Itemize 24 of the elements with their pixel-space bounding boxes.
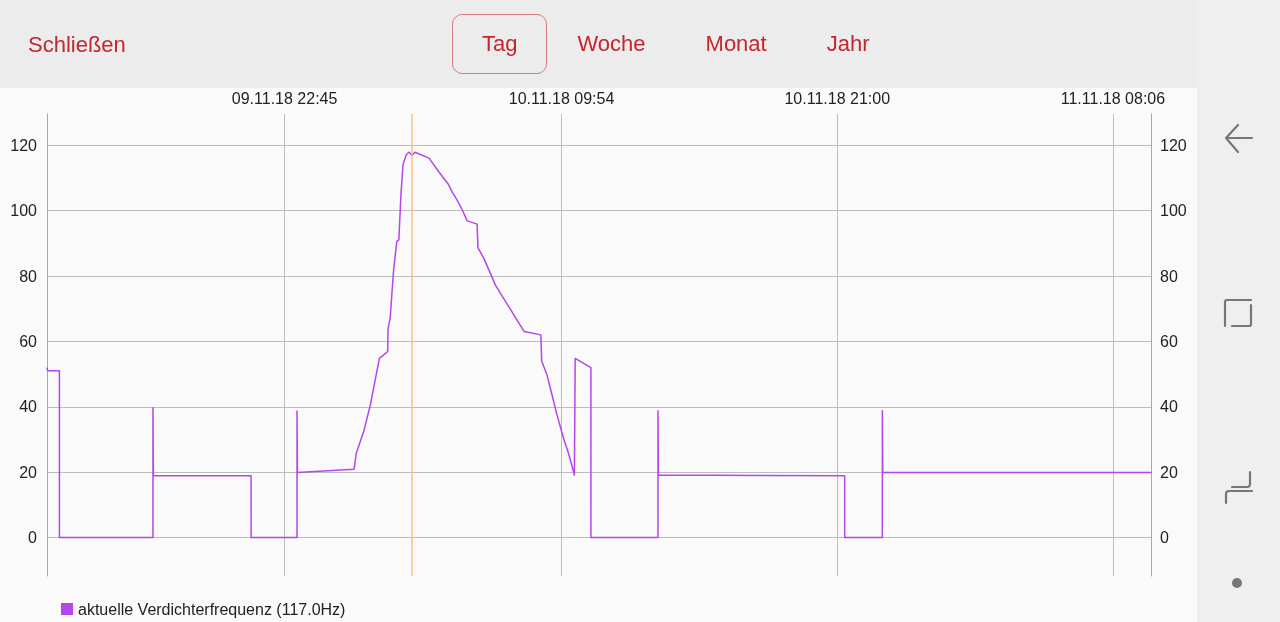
- y2-tick-label: 60: [1160, 332, 1178, 350]
- y-tick-label: 100: [10, 202, 38, 220]
- y2-tick-label: 100: [1160, 202, 1187, 220]
- text: Schließen: [28, 32, 126, 58]
- y-tick-label: 80: [19, 267, 38, 285]
- x-tick-label: 10.11.18 09:54: [508, 89, 615, 107]
- x-tick-label: 11.11.18 08:06: [1060, 89, 1166, 107]
- text: Woche: [576, 30, 647, 58]
- legend-label: aktuelle Verdichterfrequenz (117.0Hz): [78, 600, 346, 618]
- x-tick-label: 10.11.18 21:00: [784, 89, 891, 107]
- y-tick-label: 120: [10, 136, 38, 154]
- text: Monat: [704, 30, 768, 58]
- y2-tick-label: 80: [1160, 267, 1178, 285]
- y-tick-label: 0: [28, 528, 38, 546]
- y-tick-label: 20: [19, 463, 38, 481]
- y2-tick-label: 40: [1160, 398, 1178, 416]
- y2-tick-label: 120: [1160, 136, 1187, 154]
- y-tick-label: 60: [19, 332, 38, 350]
- x-tick-label: 09.11.18 22:45: [231, 89, 338, 107]
- y-tick-label: 40: [19, 398, 38, 416]
- text: Tag: [452, 14, 548, 74]
- text: Jahr: [825, 30, 871, 58]
- y2-tick-label: 20: [1160, 463, 1178, 481]
- y2-tick-label: 0: [1160, 528, 1169, 546]
